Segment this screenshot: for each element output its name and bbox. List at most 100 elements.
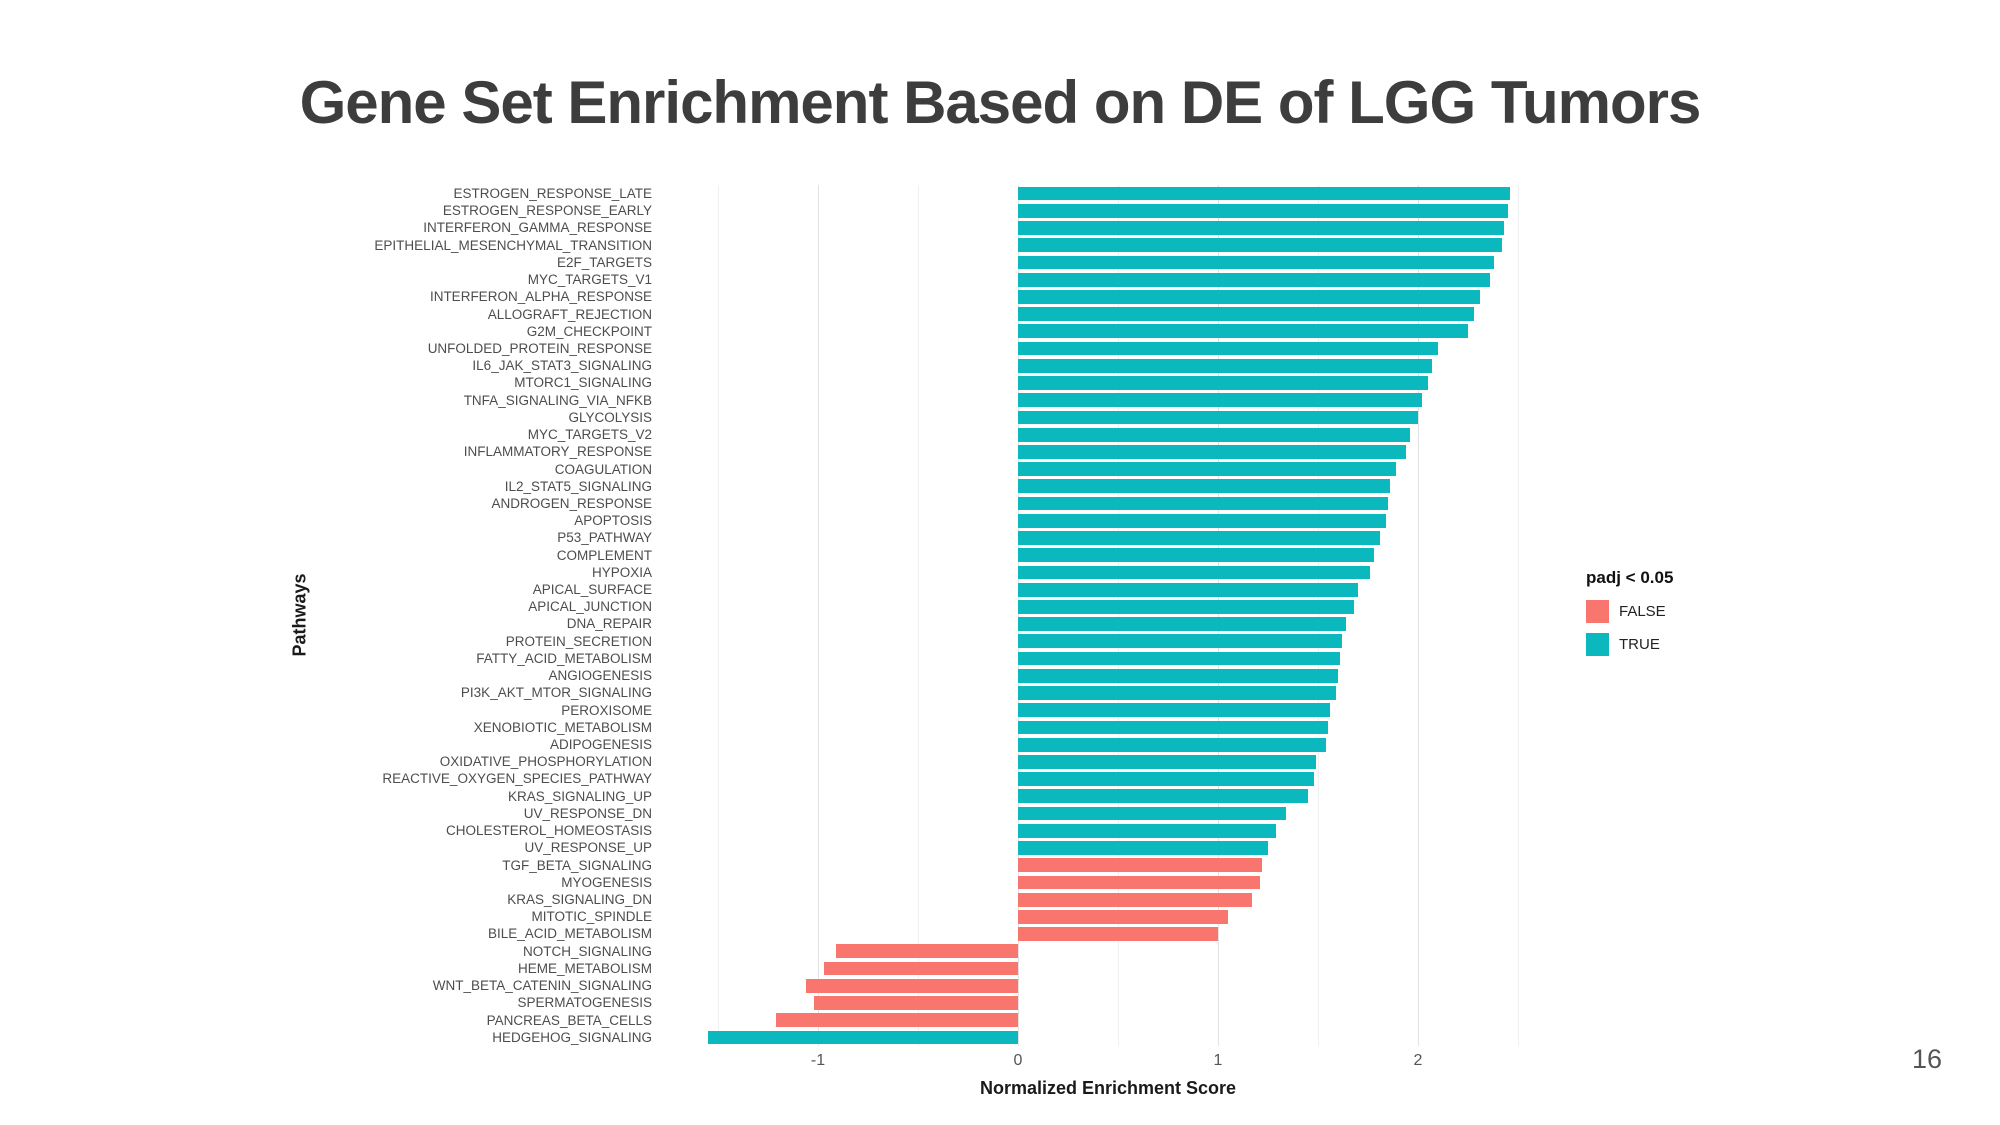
bar-allograft_rejection (1018, 307, 1474, 322)
gridline (1418, 185, 1419, 1046)
pathway-label: E2F_TARGETS (556, 254, 652, 270)
pathway-label: REACTIVE_OXYGEN_SPECIES_PATHWAY (382, 771, 652, 787)
pathway-label: MTORC1_SIGNALING (514, 375, 652, 391)
pathway-label: XENOBIOTIC_METABOLISM (473, 719, 652, 735)
pathway-label: UNFOLDED_PROTEIN_RESPONSE (427, 340, 652, 356)
bar-pancreas_beta_cells (776, 1013, 1018, 1028)
bar-glycolysis (1018, 410, 1418, 425)
bar-apoptosis (1018, 513, 1386, 528)
pathway-label: KRAS_SIGNALING_DN (507, 891, 652, 907)
pathway-label: CHOLESTEROL_HOMEOSTASIS (445, 823, 652, 839)
pathway-label: P53_PATHWAY (557, 530, 652, 546)
bar-pi3k_akt_mtor_signaling (1018, 686, 1336, 700)
legend-label: FALSE (1619, 603, 1666, 620)
pathway-label: APICAL_SURFACE (532, 582, 652, 598)
slide-title: Gene Set Enrichment Based on DE of LGG T… (299, 69, 1702, 136)
bar-myc_targets_v1 (1018, 272, 1490, 287)
x-axis-title: Normalized Enrichment Score (979, 1078, 1237, 1098)
pathway-label: MITOTIC_SPINDLE (531, 909, 652, 925)
pathway-label: HEME_METABOLISM (517, 960, 652, 976)
gridline (1118, 185, 1119, 1046)
pathway-label: ESTROGEN_RESPONSE_EARLY (442, 203, 652, 219)
gridline (1218, 185, 1219, 1046)
bar-dna_repair (1018, 617, 1346, 631)
pathway-label: HEDGEHOG_SIGNALING (492, 1029, 652, 1045)
pathway-label: G2M_CHECKPOINT (526, 323, 652, 339)
pathway-label: IL6_JAK_STAT3_SIGNALING (472, 358, 652, 374)
x-tick-label: 1 (1213, 1052, 1223, 1069)
pathway-label: MYC_TARGETS_V1 (527, 272, 652, 288)
bar-epithelial_mesenchymal_transition (1018, 238, 1502, 253)
pathway-label: APOPTOSIS (574, 513, 652, 529)
pathway-label: ANDROGEN_RESPONSE (491, 495, 652, 511)
bar-wnt_beta_catenin_signaling (806, 978, 1018, 993)
pathway-label: DNA_REPAIR (566, 616, 652, 632)
bar-bile_acid_metabolism (1018, 927, 1218, 941)
bar-androgen_response (1018, 496, 1388, 511)
gridline (918, 185, 919, 1046)
bar-myc_targets_v2 (1018, 427, 1410, 442)
bar-xenobiotic_metabolism (1018, 720, 1328, 735)
legend-entry-false: FALSE (1586, 600, 1673, 623)
gridline (818, 185, 819, 1046)
pathway-label: UV_RESPONSE_DN (523, 805, 652, 821)
pathway-label: TGF_BETA_SIGNALING (502, 857, 652, 873)
bar-complement (1018, 548, 1374, 563)
bar-g2m_checkpoint (1018, 324, 1468, 339)
legend-label: TRUE (1619, 636, 1660, 653)
bar-spermatogenesis (814, 996, 1018, 1010)
pathway-label: ADIPOGENESIS (549, 737, 652, 752)
pathway-label: ESTROGEN_RESPONSE_LATE (453, 186, 652, 201)
bar-hedgehog_signaling (708, 1030, 1018, 1045)
page-number: 16 (1911, 1044, 1942, 1074)
bar-oxidative_phosphorylation (1018, 754, 1316, 769)
bar-fatty_acid_metabolism (1018, 651, 1340, 666)
legend: padj < 0.05 FALSE TRUE (1586, 568, 1673, 666)
bar-mitotic_spindle (1018, 909, 1228, 924)
pathway-label: WNT_BETA_CATENIN_SIGNALING (432, 978, 652, 994)
bar-kras_signaling_dn (1018, 892, 1252, 907)
bar-protein_secretion (1018, 634, 1342, 649)
pathway-label: COAGULATION (554, 461, 652, 477)
pathway-label: TNFA_SIGNALING_VIA_NFKB (463, 392, 652, 408)
pathway-label: ANGIOGENESIS (548, 668, 652, 684)
bar-cholesterol_homeostasis (1018, 823, 1276, 838)
x-tick-label: 2 (1413, 1052, 1423, 1069)
pathway-label: MYOGENESIS (561, 874, 652, 890)
plot-panel (664, 185, 1552, 1046)
pathway-label: GLYCOLYSIS (568, 409, 652, 425)
pathway-label: OXIDATIVE_PHOSPHORYLATION (439, 754, 652, 770)
bar-p53_pathway (1018, 531, 1380, 545)
bar-reactive_oxygen_species_pathway (1018, 772, 1314, 786)
pathway-label: NOTCH_SIGNALING (522, 943, 652, 959)
pathway-label: SPERMATOGENESIS (517, 995, 652, 1011)
bar-interferon_gamma_response (1018, 221, 1504, 235)
bar-estrogen_response_late (1018, 186, 1510, 201)
gridline (1318, 185, 1319, 1046)
bar-peroxisome (1018, 703, 1330, 718)
gridline (1518, 185, 1519, 1046)
legend-entries: FALSE TRUE (1586, 600, 1673, 656)
bar-apical_junction (1018, 600, 1354, 614)
bar-unfolded_protein_response (1018, 341, 1438, 356)
pathway-label: ALLOGRAFT_REJECTION (487, 306, 652, 322)
bar-mtorc1_signaling (1018, 376, 1428, 390)
legend-swatch-icon (1586, 600, 1609, 623)
x-axis-tick-labels: -1 0 1 2 (0, 1052, 2000, 1074)
bar-hypoxia (1018, 565, 1370, 580)
gridline (718, 185, 719, 1046)
bar-angiogenesis (1018, 668, 1338, 683)
pathway-label: PROTEIN_SECRETION (505, 633, 652, 649)
bar-tgf_beta_signaling (1018, 858, 1262, 873)
pathway-label: EPITHELIAL_MESENCHYMAL_TRANSITION (374, 237, 652, 253)
bar-kras_signaling_up (1018, 789, 1308, 804)
pathway-label: IL2_STAT5_SIGNALING (504, 478, 652, 494)
pathway-label: KRAS_SIGNALING_UP (507, 788, 652, 804)
bar-inflammatory_response (1018, 445, 1406, 459)
bar-e2f_targets (1018, 255, 1494, 270)
bar-myogenesis (1018, 875, 1260, 890)
pathway-label: HYPOXIA (591, 564, 652, 580)
bar-tnfa_signaling_via_nfkb (1018, 393, 1422, 408)
pathway-label: MYC_TARGETS_V2 (527, 427, 652, 443)
